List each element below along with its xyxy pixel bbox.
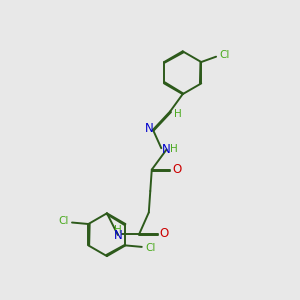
Text: N: N (162, 143, 171, 156)
Text: Cl: Cl (219, 50, 229, 61)
Text: H: H (114, 225, 122, 235)
Text: O: O (160, 227, 169, 240)
Text: H: H (174, 109, 182, 119)
Text: H: H (170, 144, 178, 154)
Text: O: O (172, 163, 182, 176)
Text: N: N (113, 229, 122, 242)
Text: Cl: Cl (145, 243, 155, 254)
Text: Cl: Cl (58, 216, 69, 226)
Text: N: N (144, 122, 153, 135)
